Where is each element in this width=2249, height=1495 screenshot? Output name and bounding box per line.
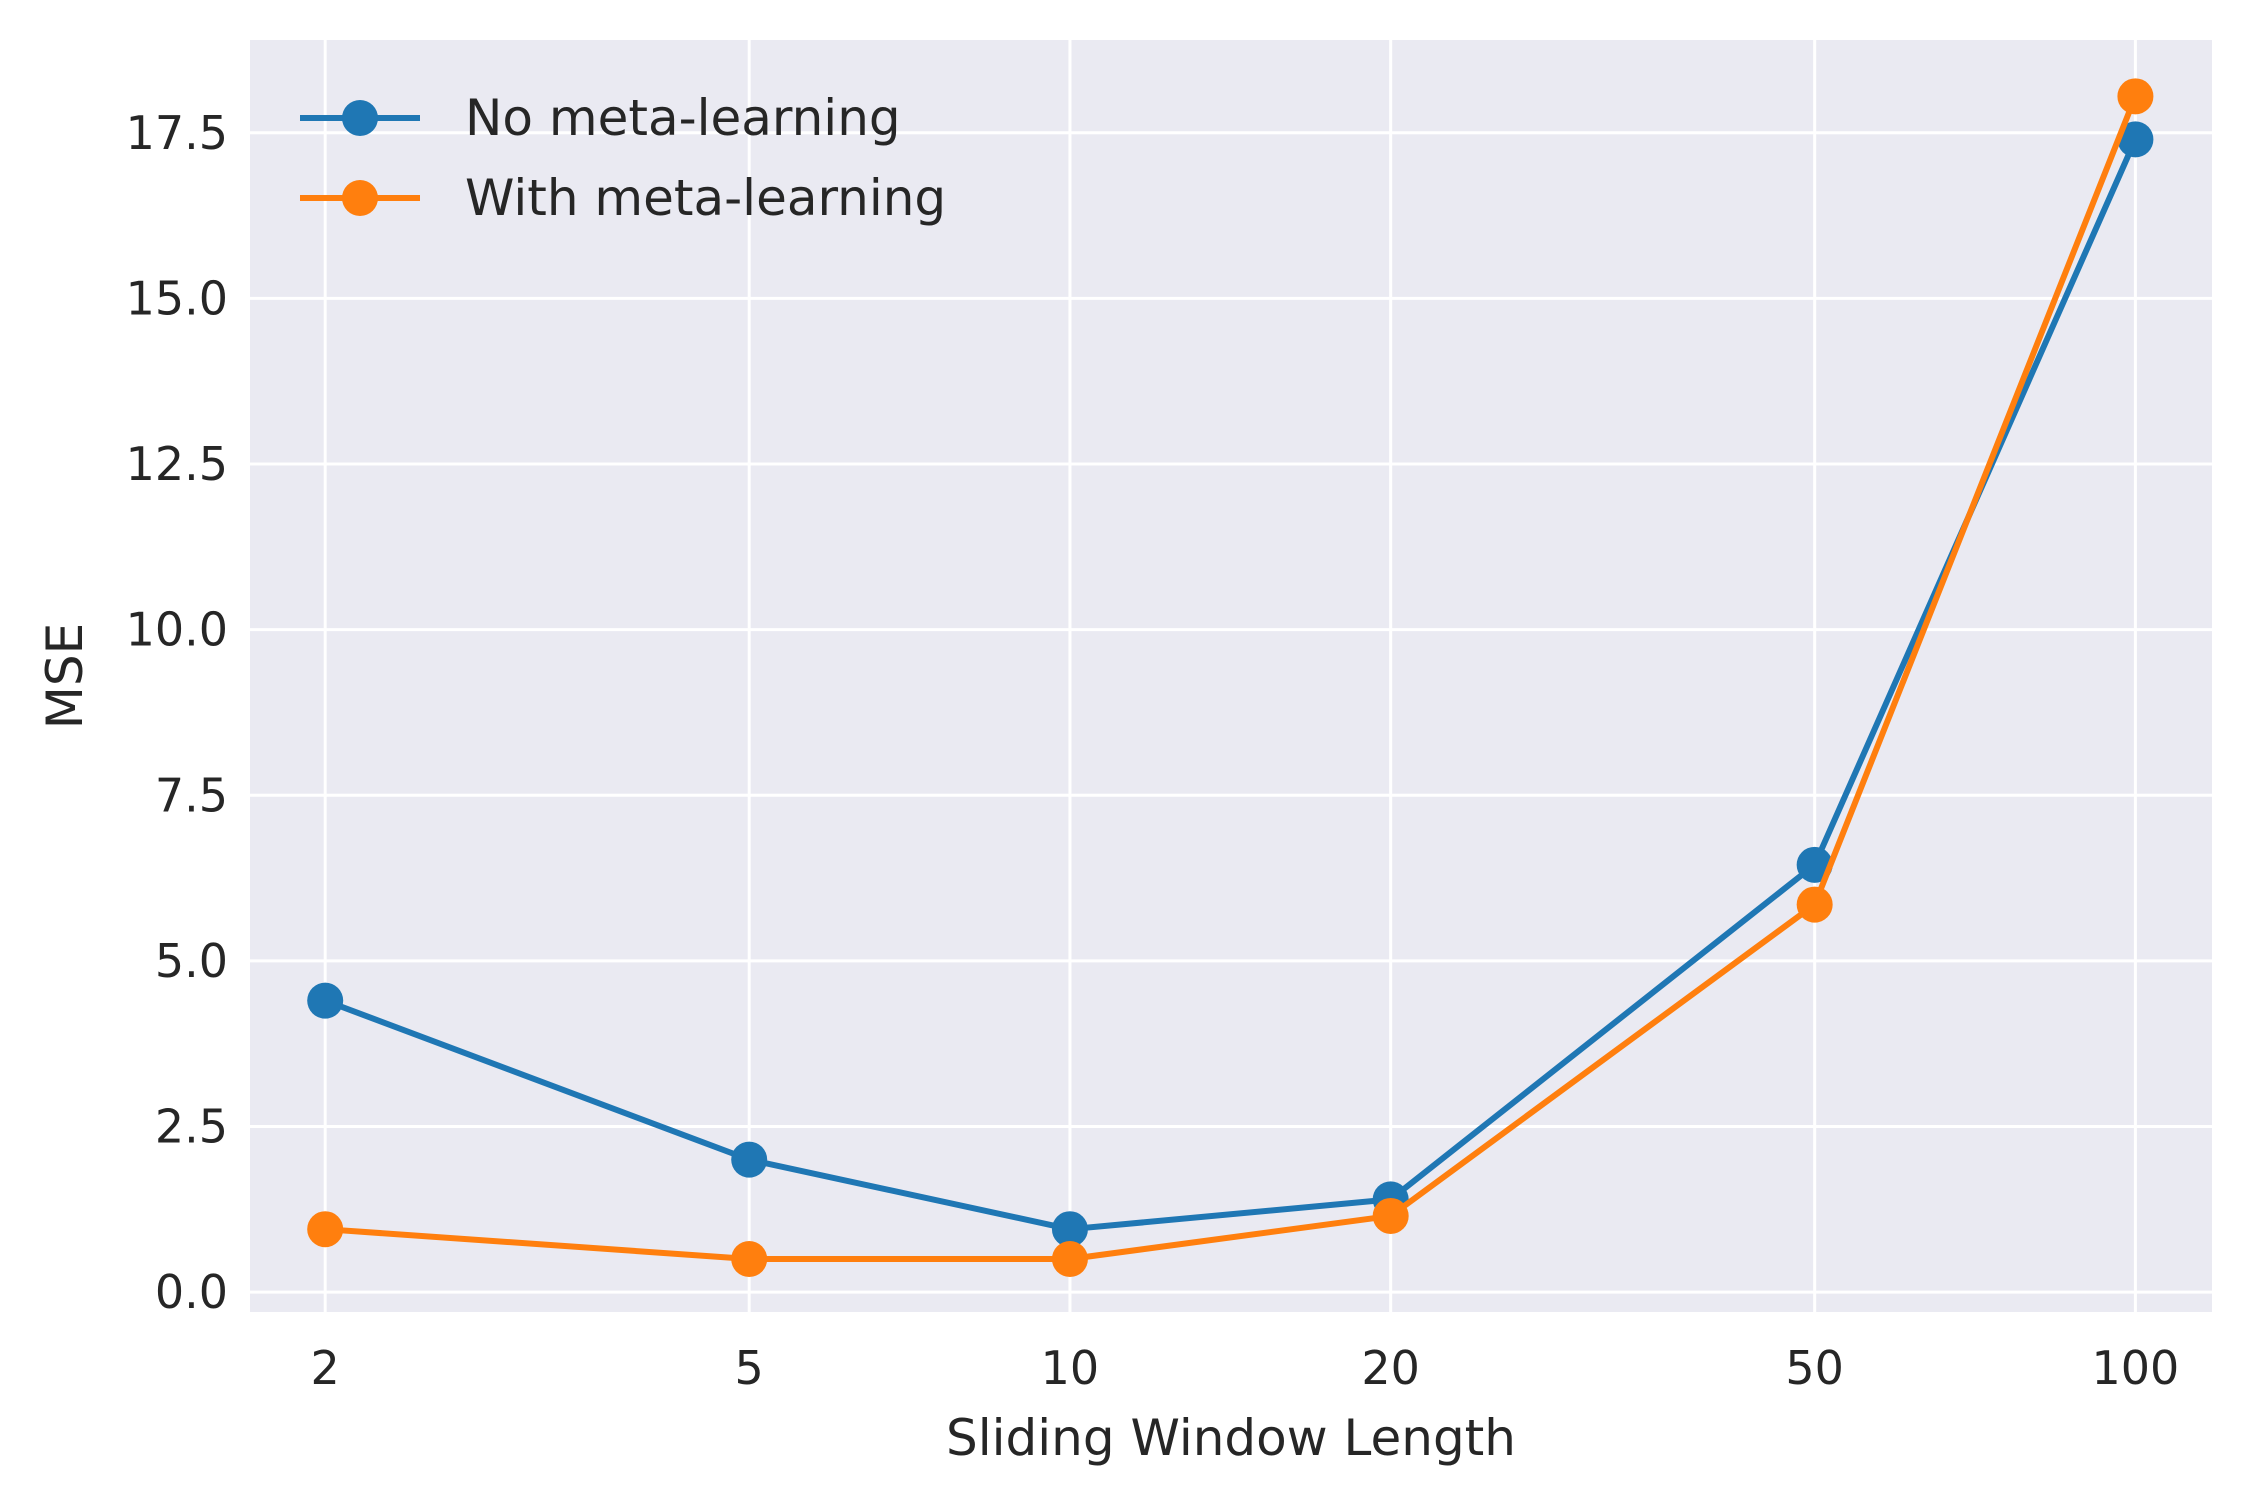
y-tick-label: 10.0 — [126, 603, 228, 657]
data-point — [2117, 121, 2154, 158]
y-tick-label: 15.0 — [126, 271, 228, 325]
tick-labels: 2 5 10 20 50 100 0.0 2.5 5.0 7.5 10.0 12.5 15.0 17.5 — [126, 106, 2180, 1395]
data-point — [731, 1141, 768, 1178]
data-point — [1051, 1241, 1088, 1277]
series-line-2 — [324, 95, 2139, 1262]
x-tick-label: 2 — [311, 1341, 340, 1395]
data-point — [2117, 78, 2154, 115]
series-layer — [307, 78, 2154, 1277]
data-point — [1372, 1197, 1409, 1234]
x-axis-label: Sliding Window Length — [946, 1409, 1516, 1467]
x-tick-label: 20 — [1361, 1341, 1420, 1395]
y-tick-label: 2.5 — [155, 1100, 228, 1154]
y-tick-label: 17.5 — [126, 106, 228, 160]
y-axis-label: MSE — [36, 623, 94, 729]
legend: No meta-learning With meta-learning — [300, 89, 946, 227]
data-point — [307, 982, 344, 1019]
legend-marker — [342, 180, 378, 216]
legend-label: No meta-learning — [465, 89, 901, 147]
data-point — [731, 1241, 768, 1277]
y-tick-label: 12.5 — [126, 437, 228, 491]
data-point — [307, 1211, 344, 1248]
grid — [250, 40, 2212, 1312]
data-point — [1051, 1211, 1088, 1248]
data-point — [1796, 886, 1833, 923]
x-tick-label: 50 — [1785, 1341, 1844, 1395]
x-tick-label: 100 — [2092, 1341, 2180, 1395]
y-tick-label: 7.5 — [155, 768, 228, 822]
series-line-1 — [324, 138, 2139, 1233]
legend-label: With meta-learning — [465, 169, 946, 227]
legend-marker — [342, 100, 378, 136]
y-tick-label: 0.0 — [155, 1265, 228, 1319]
y-tick-label: 5.0 — [155, 934, 228, 988]
x-tick-label: 5 — [735, 1341, 764, 1395]
plot-area — [250, 40, 2212, 1312]
x-tick-label: 10 — [1041, 1341, 1100, 1395]
